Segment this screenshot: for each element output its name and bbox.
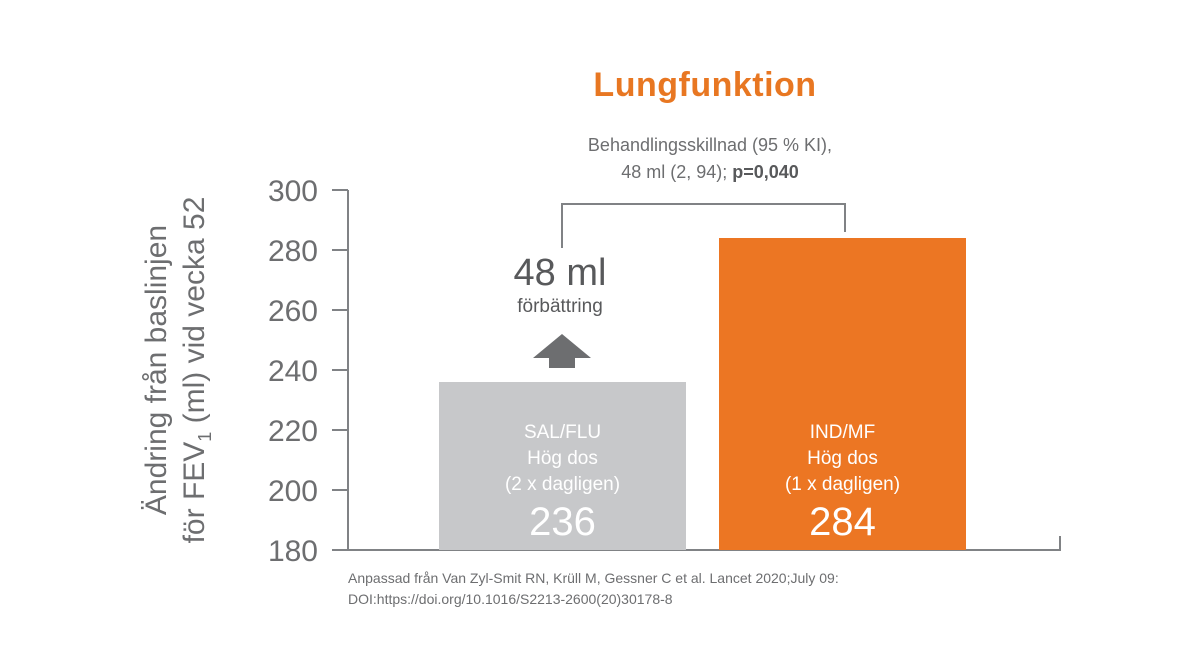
bar-name: IND/MF [809, 422, 876, 443]
annotation-ci: 48 ml (2, 94); [621, 162, 733, 182]
improvement-value: 48 ml [513, 252, 607, 294]
bar-label-ind-mf: IND/MF Hög dos (1 x dagligen) [719, 420, 966, 498]
y-tick-label: 260 [268, 295, 318, 328]
bars [439, 238, 966, 550]
bar-name: SAL/FLU [523, 422, 602, 443]
improvement-arrow-icon [533, 334, 591, 368]
bar-value-ind-mf: 284 [809, 500, 876, 544]
bar-frequency: (1 x dagligen) [784, 474, 901, 495]
bar-dose: Hög dos [807, 448, 878, 469]
annotation-line-1: Behandlingsskillnad (95 % KI), [587, 135, 833, 155]
y-tick-label: 240 [268, 355, 318, 388]
y-tick-label: 280 [268, 235, 318, 268]
y-axis-label: Ändring från baslinjen för FEV1 (ml) vid… [138, 160, 218, 580]
y-tick-label: 300 [268, 175, 318, 208]
chart-title: Lungfunktion [593, 66, 817, 104]
y-tick-label: 180 [268, 535, 318, 568]
bar-frequency: (2 x dagligen) [504, 474, 621, 495]
source-line-2: DOI:https://doi.org/10.1016/S2213-2600(2… [348, 591, 673, 607]
improvement-label: förbättring [517, 296, 603, 317]
y-axis-label-line-1: Ändring från baslinjen [140, 224, 173, 516]
bar-ind-mf [719, 238, 966, 550]
source-citation: Anpassad från Van Zyl-Smit RN, Krüll M, … [348, 568, 988, 610]
bar-dose: Hög dos [527, 448, 598, 469]
axes: 180 200 220 240 260 280 300 [268, 175, 1061, 568]
y-tick-label: 220 [268, 415, 318, 448]
treatment-difference-annotation: Behandlingsskillnad (95 % KI), 48 ml (2,… [520, 132, 900, 186]
comparison-bracket [561, 203, 846, 248]
bar-sal-flu [439, 382, 686, 550]
source-line-1: Anpassad från Van Zyl-Smit RN, Krüll M, … [348, 570, 839, 586]
bar-label-sal-flu: SAL/FLU Hög dos (2 x dagligen) [439, 420, 686, 498]
y-axis-label-line-2: för FEV1 (ml) vid vecka 52 [178, 196, 215, 544]
bar-value-sal-flu: 236 [529, 500, 596, 544]
annotation-line-2: 48 ml (2, 94); p=0,040 [520, 159, 900, 186]
p-value: p=0,040 [732, 162, 799, 182]
y-tick-label: 200 [268, 475, 318, 508]
